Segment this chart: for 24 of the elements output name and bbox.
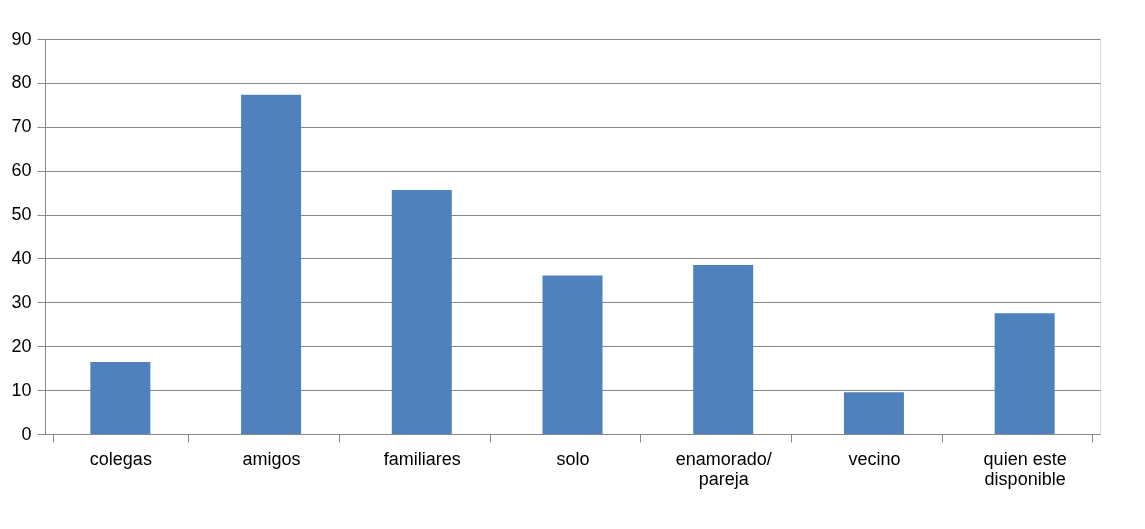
bar [391, 189, 452, 434]
x-tick-label: amigos [242, 448, 301, 469]
y-tick-label: 80 [11, 72, 32, 93]
y-tick-label: 0 [21, 423, 32, 444]
y-tick-label: 40 [11, 247, 32, 268]
bar [693, 265, 754, 434]
bar [241, 94, 302, 434]
x-tick-label: solo [556, 448, 590, 469]
y-tick-label: 90 [11, 28, 32, 49]
x-tick-label: quien este disponible [983, 448, 1067, 489]
x-tick-label: familiares [383, 448, 461, 469]
y-tick-label: 60 [11, 160, 32, 181]
x-tick-label: colegas [89, 448, 152, 469]
bar [542, 275, 603, 434]
y-tick-label: 70 [11, 116, 32, 137]
bar [994, 313, 1055, 434]
x-tick-label: enamorado/ pareja [675, 448, 772, 489]
y-tick-label: 10 [11, 379, 32, 400]
x-tick-label: vecino [848, 448, 901, 469]
bar [843, 392, 904, 434]
y-tick-label: 20 [11, 335, 32, 356]
y-tick-label: 50 [11, 204, 32, 225]
y-tick-label: 30 [11, 291, 32, 312]
bar [90, 362, 151, 434]
